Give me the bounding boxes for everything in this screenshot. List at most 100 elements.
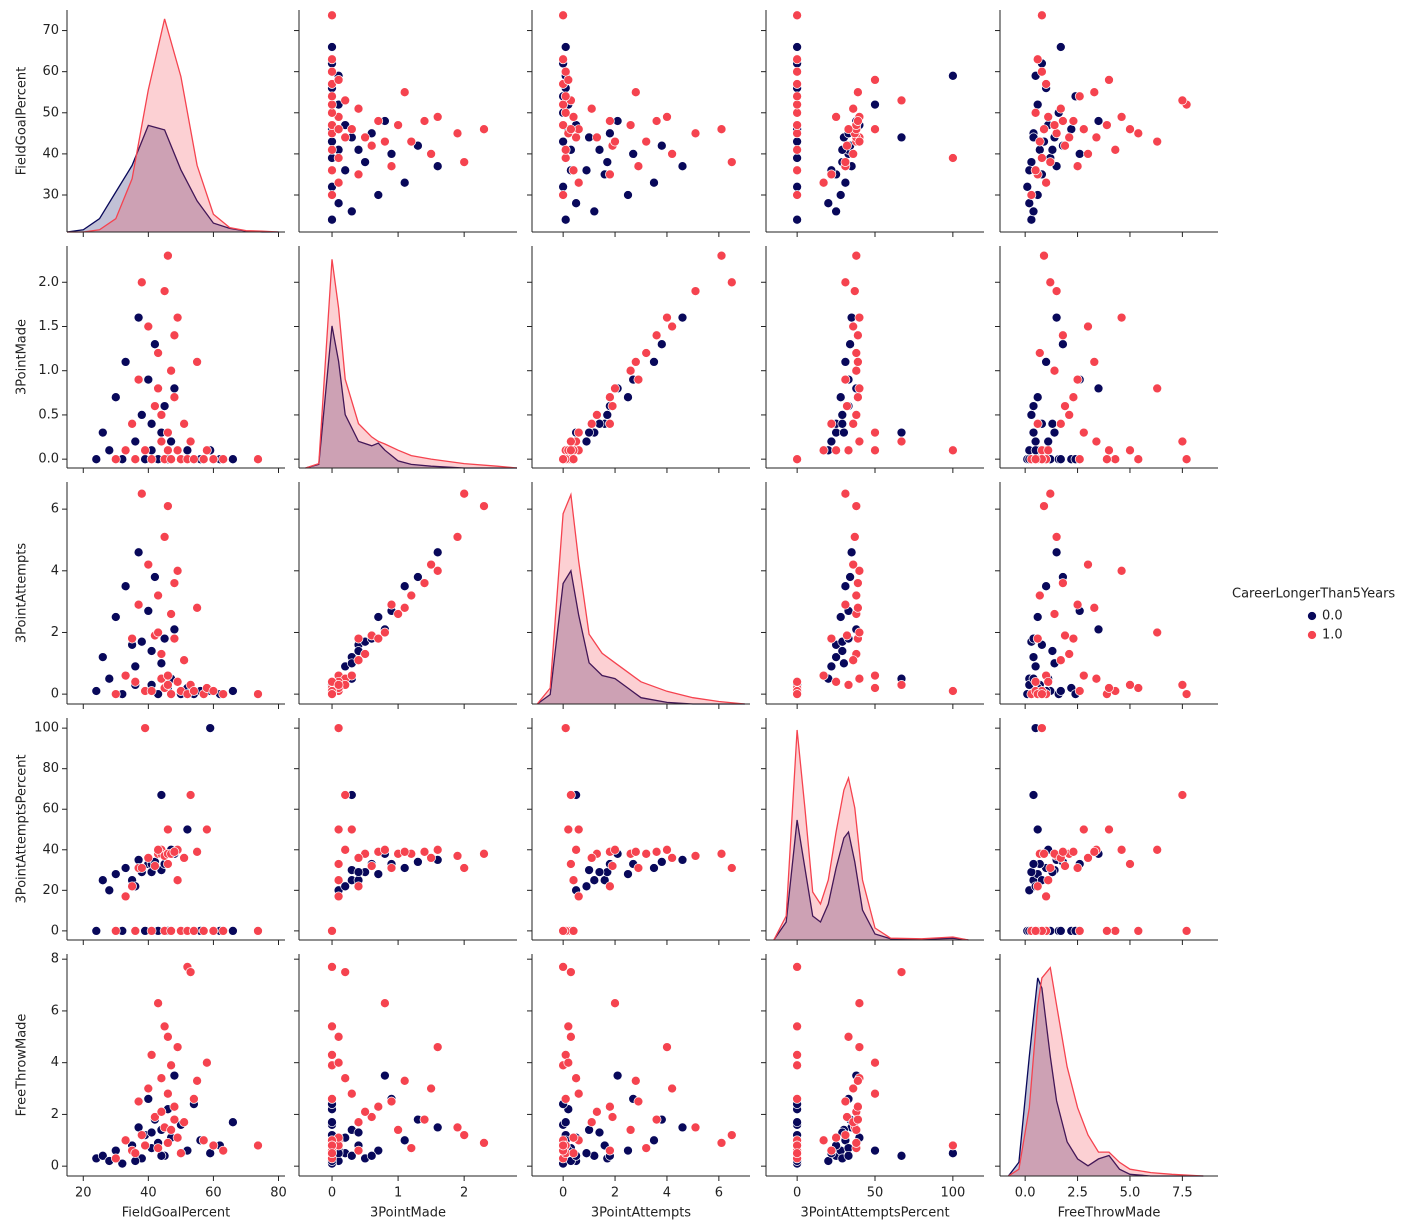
scatter-point [432,844,443,855]
scatter-point [818,177,829,188]
scatter-point [202,445,212,456]
scatter-point [104,673,115,684]
scatter-point [130,676,141,687]
scatter-point [854,998,865,1009]
scatter-point [172,676,183,687]
scatter-point [333,1057,344,1068]
scatter-point [792,190,802,200]
scatter-point [1093,383,1104,394]
scatter-point [566,445,576,456]
scatter-point [558,926,568,936]
panel: 0 2 4 6 [51,482,285,709]
scatter-point [623,190,633,200]
scatter-point [1152,383,1163,394]
scatter-point [413,572,423,582]
scatter-point [792,128,802,139]
scatter-point [432,565,443,576]
scatter-point [218,689,229,699]
scatter-point [851,410,862,420]
scatter-point [202,824,212,835]
scatter-point [831,676,841,687]
scatter-point [146,1050,157,1060]
scatter-point [399,602,410,613]
scatter-point [792,165,802,176]
scatter-point [826,169,837,180]
y-tick-label: 20 [42,883,59,898]
scatter-point [1034,590,1045,601]
y-tick-label: 30 [42,188,59,203]
scatter-point [459,488,470,499]
scatter-point [327,962,337,972]
scatter-point [1058,846,1068,857]
scatter-point [568,875,579,886]
scatter-point [853,116,863,126]
scatter-point [1060,861,1070,871]
y-tick-label: 0 [51,923,59,938]
scatter-point [792,54,802,65]
scatter-point [605,116,615,126]
scatter-point [558,10,568,21]
scatter-point [1074,149,1085,159]
scatter-point [558,54,568,65]
scatter-point [399,863,410,873]
kde-line [536,492,745,705]
scatter-point [386,161,397,172]
kde-line [1008,966,1204,1177]
scatter-point [120,670,131,681]
scatter-point [1032,99,1043,110]
scatter-point [353,144,364,155]
scatter-point [1034,136,1045,147]
scatter-point [159,286,170,296]
scatter-point [163,501,173,511]
scatter-point [1055,418,1066,429]
scatter-point [792,144,802,155]
scatter-point [848,321,859,332]
y-tick-label: 0.0 [38,452,59,467]
scatter-point [853,357,863,367]
scatter-point [166,609,176,619]
scatter-point [837,418,848,429]
y-tick-label: 4 [51,1055,59,1070]
scatter-point [690,1122,701,1133]
scatter-point [1039,501,1049,511]
scatter-point [792,42,802,52]
scatter-point [662,1042,672,1052]
scatter-point [1043,445,1054,456]
scatter-point [432,547,443,558]
scatter-point [851,250,862,261]
scatter-point [333,859,344,869]
scatter-point [792,1094,802,1104]
scatter-point [842,1112,852,1122]
scatter-point [172,1132,183,1143]
scatter-point [452,532,463,542]
scatter-point [1041,79,1051,89]
panel [995,246,1218,473]
scatter-point [373,116,384,126]
scatter-point [1133,454,1144,465]
scatter-point [1039,848,1049,859]
scatter-point [419,578,430,588]
scatter-point [176,1148,186,1159]
scatter-point [848,559,859,570]
scatter-point [346,124,357,135]
scatter-point [896,132,907,143]
scatter-point [327,1148,337,1159]
scatter-point [826,1145,837,1156]
scatter-point [1068,116,1079,126]
scatter-point [150,572,160,582]
scatter-point [97,1150,108,1161]
scatter-point [182,445,193,456]
scatter-point [185,790,196,800]
scatter-point [563,1057,574,1068]
scatter-point [386,149,397,159]
scatter-point [566,859,576,869]
scatter-point [1032,392,1043,403]
scatter-point [169,624,180,635]
scatter-point [1055,103,1066,114]
scatter-point [667,321,677,332]
legend-marker [1307,630,1317,640]
scatter-point [726,157,737,167]
scatter-point [586,418,597,429]
scatter-point [189,686,199,696]
y-tick-label: 1.0 [38,363,59,378]
